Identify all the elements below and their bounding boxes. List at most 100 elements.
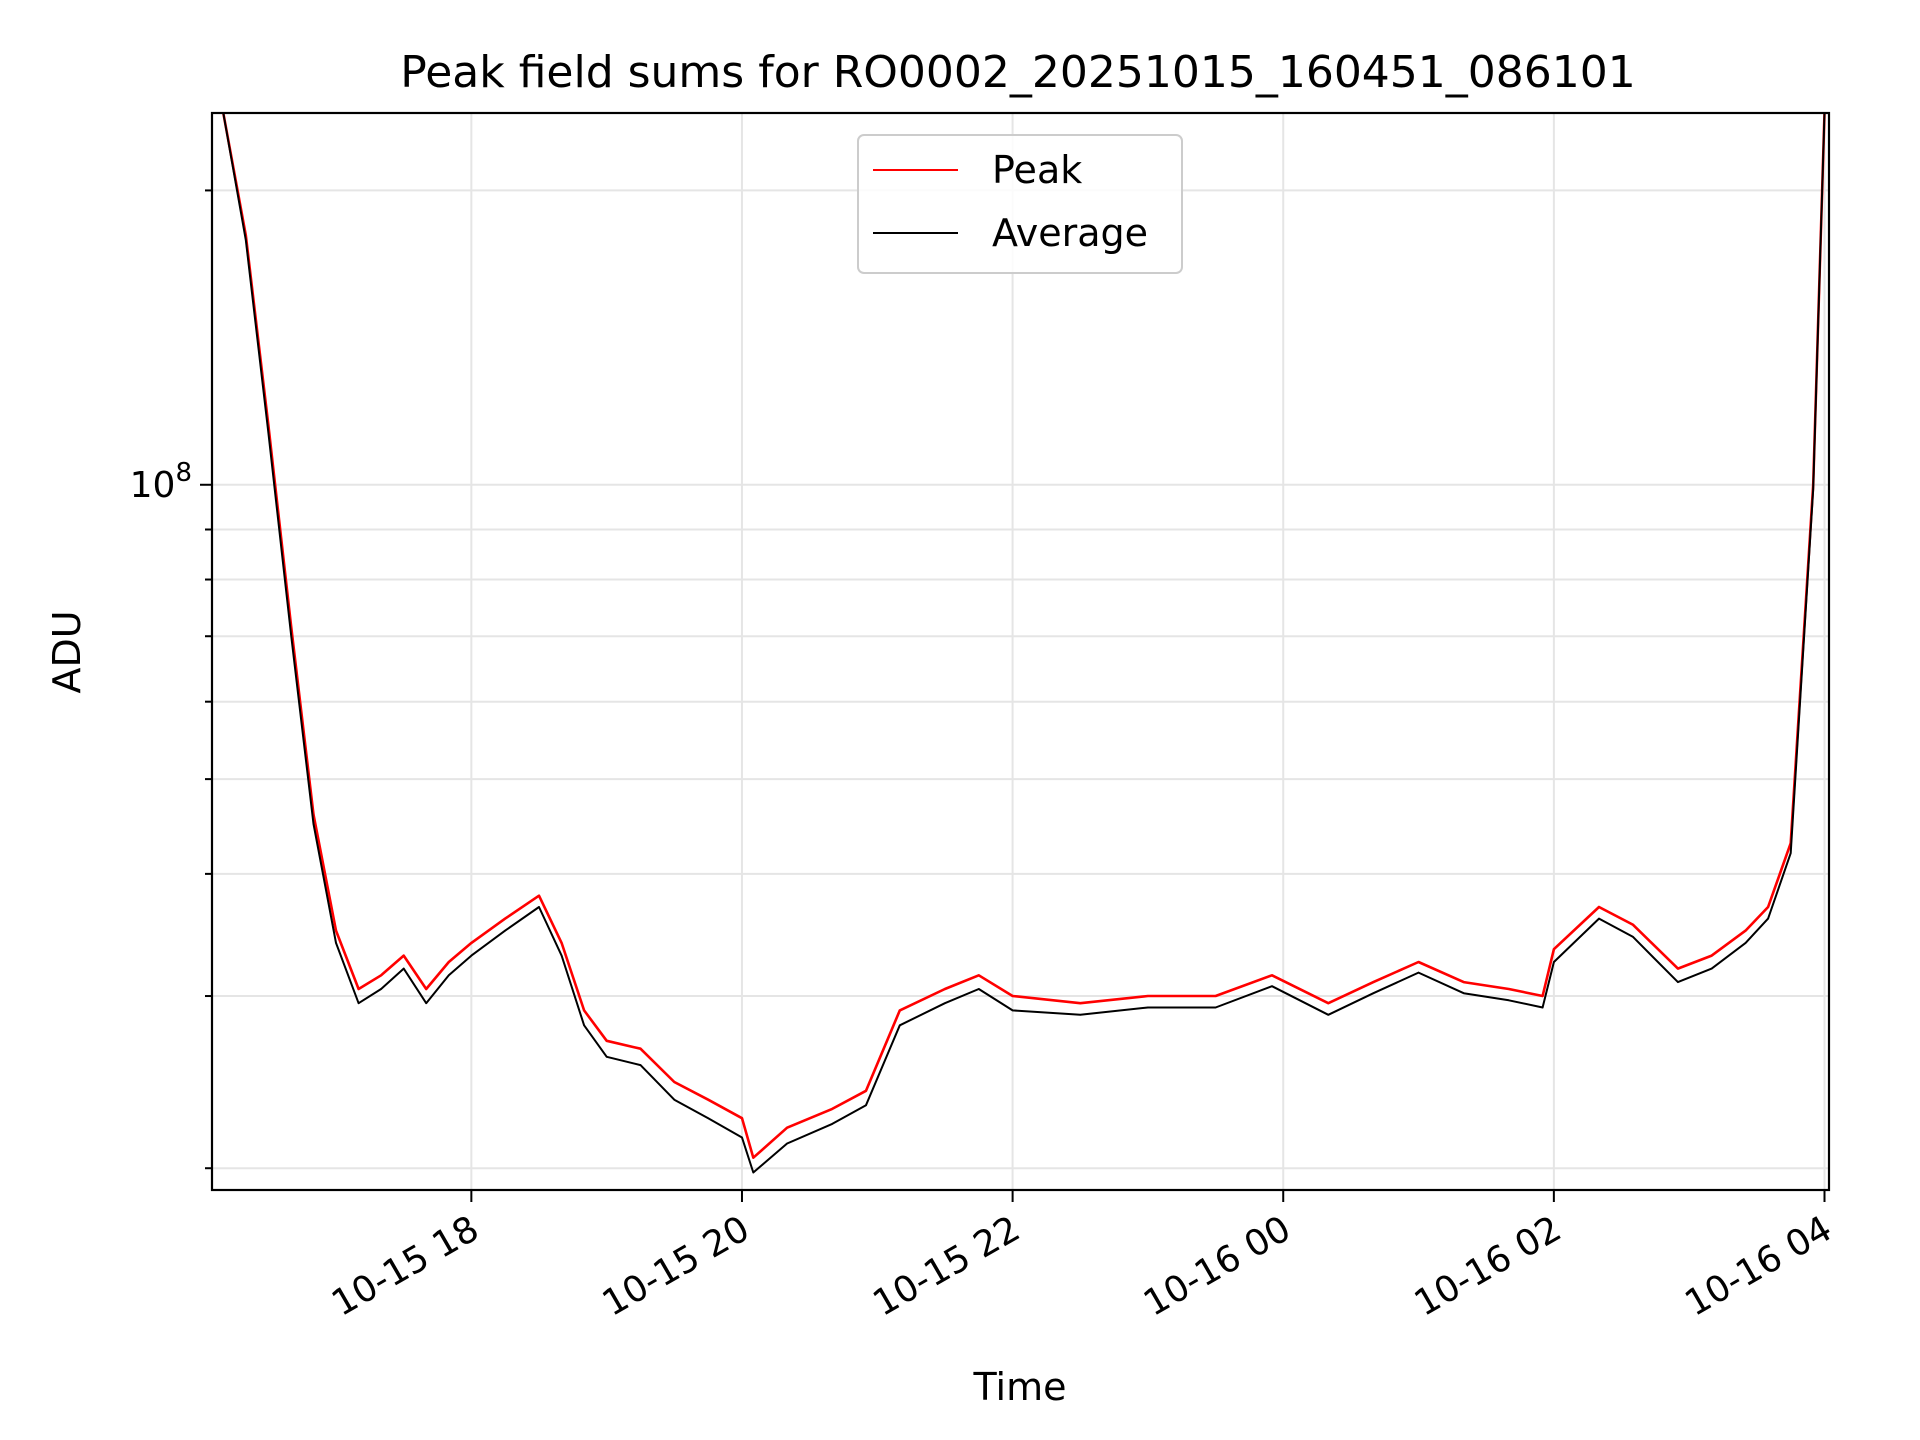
- series-point-peak: [560, 942, 563, 944]
- x-tick-label: 10-16 00: [1137, 1208, 1298, 1324]
- y-axis-label: ADU: [45, 610, 89, 693]
- series-point-average: [673, 1098, 676, 1101]
- series-point-peak: [1767, 906, 1769, 908]
- y-tick-label: 108: [130, 458, 192, 506]
- series-point-average: [1553, 961, 1555, 963]
- chart-title: Peak field sums for RO0002_20251015_1604…: [400, 47, 1636, 98]
- series-point-peak: [741, 1117, 743, 1119]
- series-point-average: [1710, 967, 1713, 970]
- series-point-average: [470, 954, 473, 957]
- series-point-peak: [1677, 967, 1679, 970]
- series-point-peak: [538, 894, 540, 897]
- series-point-average: [639, 1064, 642, 1066]
- series-point-average: [786, 1142, 788, 1145]
- series-point-average: [1598, 917, 1600, 920]
- series-point-peak: [583, 1009, 585, 1012]
- series-point-average: [245, 239, 247, 241]
- series-point-peak: [605, 1040, 608, 1042]
- series-point-average: [448, 974, 450, 977]
- series-point-average: [1214, 1006, 1217, 1009]
- series-point-peak: [865, 1090, 867, 1092]
- series-point-peak: [380, 974, 382, 977]
- x-axis-label: Time: [973, 1365, 1067, 1409]
- series-point-average: [1541, 1006, 1544, 1009]
- series-point-average: [1677, 981, 1679, 983]
- legend: Peak Average: [857, 134, 1183, 274]
- x-tick-label: 10-16 02: [1408, 1208, 1569, 1324]
- series-point-average: [504, 929, 507, 932]
- series-point-peak: [1011, 995, 1014, 997]
- series-point-peak: [425, 988, 428, 990]
- series-point-average: [831, 1123, 833, 1125]
- series-point-peak: [944, 988, 946, 990]
- series-point-average: [1417, 971, 1420, 974]
- series-point-peak: [1541, 995, 1544, 997]
- series-point-peak: [899, 1009, 901, 1012]
- series-point-peak: [978, 974, 980, 977]
- y-tick-label-base: 10: [130, 465, 176, 506]
- series-point-average: [425, 1002, 428, 1004]
- legend-label-average: Average: [992, 211, 1148, 255]
- series-point-average: [1462, 992, 1465, 994]
- x-tick-label: 10-16 04: [1678, 1208, 1839, 1324]
- series-point-average: [560, 954, 563, 957]
- plot-area: [222, 113, 1826, 1174]
- series-point-peak: [1553, 948, 1555, 950]
- series-point-peak: [402, 954, 405, 957]
- x-tick-label: 10-15 20: [596, 1208, 757, 1324]
- series-point-average: [1147, 1006, 1149, 1009]
- series-point-average: [1812, 488, 1814, 490]
- series-point-peak: [752, 1156, 755, 1159]
- series-point-peak: [831, 1108, 833, 1110]
- series-point-average: [1079, 1014, 1082, 1016]
- series-point-average: [944, 1002, 946, 1004]
- series-point-peak: [1079, 1002, 1082, 1004]
- series-point-average: [605, 1056, 608, 1058]
- x-tick-label: 10-15 22: [866, 1208, 1027, 1324]
- series-point-average: [1508, 999, 1510, 1002]
- series-point-average: [380, 988, 382, 990]
- series-point-average: [538, 906, 540, 908]
- series-point-peak: [335, 929, 337, 932]
- series-point-average: [1789, 852, 1792, 854]
- series-point-peak: [470, 942, 473, 944]
- series-point-average: [741, 1136, 743, 1139]
- series-point-peak: [786, 1126, 788, 1129]
- series-point-average: [899, 1024, 901, 1027]
- legend-label-peak: Peak: [992, 148, 1082, 192]
- series-point-average: [583, 1024, 585, 1027]
- series-point-peak: [1271, 974, 1273, 977]
- series-point-average: [1632, 935, 1634, 938]
- series-point-average: [978, 988, 980, 990]
- series-point-peak: [1598, 906, 1600, 908]
- series-point-peak: [357, 988, 360, 990]
- series-point-average: [290, 632, 292, 634]
- series-point-average: [752, 1171, 755, 1174]
- series-point-peak: [1147, 995, 1149, 997]
- series-point-average: [865, 1104, 867, 1106]
- series-point-average: [1744, 942, 1747, 944]
- series-point-average: [1767, 917, 1769, 920]
- x-axis: 10-15 18 10-15 20 10-15 22 10-16 00 10-16 02…: [325, 1190, 1839, 1325]
- series-point-peak: [639, 1047, 642, 1050]
- series-point-average: [1372, 992, 1375, 994]
- series-point-peak: [707, 1098, 709, 1101]
- series-point-average: [357, 1002, 360, 1004]
- series-point-average: [267, 432, 270, 434]
- series-point-peak: [1744, 929, 1747, 932]
- plot-frame: [210, 111, 1831, 1192]
- x-tick-label: 10-15 18: [325, 1208, 486, 1324]
- series-point-peak: [1508, 988, 1510, 990]
- series-point-peak: [1417, 961, 1420, 963]
- series-point-average: [1271, 985, 1273, 987]
- series-point-peak: [504, 917, 507, 920]
- series-point-average: [335, 942, 337, 944]
- series-point-peak: [1214, 995, 1217, 997]
- y-axis: 108: [130, 189, 212, 1170]
- series-point-peak: [1710, 954, 1713, 957]
- series-point-average: [1011, 1009, 1014, 1012]
- series-point-peak: [1372, 981, 1375, 983]
- series-point-peak: [1327, 1002, 1330, 1004]
- series-point-average: [402, 967, 405, 970]
- series-point-peak: [1632, 923, 1634, 926]
